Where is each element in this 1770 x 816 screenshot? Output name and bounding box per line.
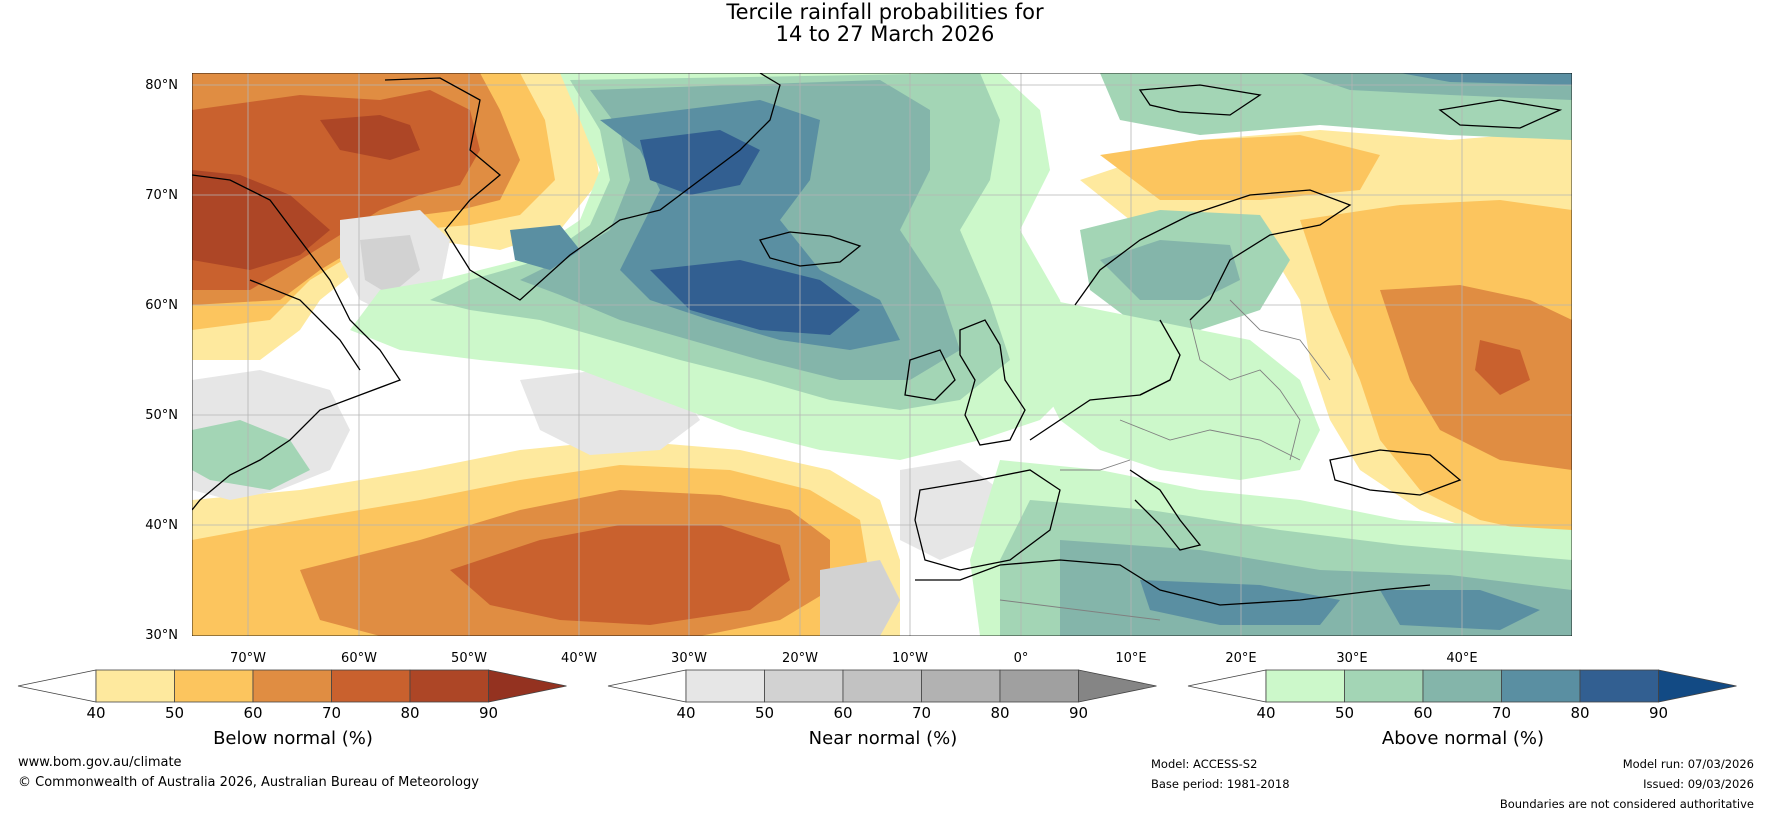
north-africa-coast [915, 559, 1431, 606]
colorbar-segment [252, 669, 332, 703]
colorbar-extend-low [1187, 669, 1267, 703]
lon-label: 10°W [892, 651, 928, 666]
lon-label: 0° [1014, 651, 1029, 666]
colorbar-tick-label: 80 [990, 704, 1009, 722]
colorbar-extend-low [607, 669, 687, 703]
colorbar-extend-high [488, 669, 567, 703]
lon-label: 70°W [230, 651, 266, 666]
lat-label: 70°N [145, 188, 178, 203]
colorbar-extend-low [17, 669, 97, 703]
lon-label: 20°E [1225, 651, 1256, 666]
copyright-text: © Commonwealth of Australia 2026, Austra… [18, 775, 479, 790]
scandinavia-coast [1074, 189, 1352, 321]
longitude-labels: 70°W 60°W 50°W 40°W 30°W 20°W 10°W 0° 10… [230, 651, 1478, 666]
above-normal-colorbar: 40 50 60 70 80 90 [1187, 669, 1737, 722]
colorbar-segment [999, 669, 1079, 703]
colorbar-tick-label: 40 [86, 704, 105, 722]
italy-coast [1129, 469, 1202, 551]
below-normal-colorbar: 40 50 60 70 80 90 [17, 669, 567, 722]
probability-field [192, 73, 1572, 636]
colorbar-extend-high [1078, 669, 1157, 703]
below-normal-label: Below normal (%) [213, 728, 373, 749]
colorbar-segment [95, 669, 175, 703]
colorbar-segment [1344, 669, 1424, 703]
map-title-line2: 14 to 27 March 2026 [775, 22, 995, 46]
lat-label: 50°N [145, 408, 178, 423]
colorbars: 40 50 60 70 80 90 40 50 60 70 80 90 40 50 60 70 80 90 [17, 669, 1737, 722]
europe-coast [1029, 379, 1171, 441]
colorbar-tick-label: 70 [1492, 704, 1511, 722]
latitude-labels: 80°N 70°N 60°N 50°N 40°N 30°N [145, 78, 178, 643]
model-run-text: Model run: 07/03/2026 [1622, 757, 1754, 771]
lat-label: 40°N [145, 518, 178, 533]
issued-text: Issued: 09/03/2026 [1643, 777, 1754, 791]
colorbar-tick-label: 70 [912, 704, 931, 722]
site-link[interactable]: www.bom.gov.au/climate [18, 755, 182, 770]
colorbar-segment [1265, 669, 1345, 703]
lon-label: 60°W [341, 651, 377, 666]
colorbar-segment [409, 669, 489, 703]
colorbar-tick-label: 90 [1069, 704, 1088, 722]
lon-label: 30°E [1336, 651, 1367, 666]
near-normal-colorbar: 40 50 60 70 80 90 [607, 669, 1157, 722]
lon-label: 40°W [561, 651, 597, 666]
colorbar-tick-label: 60 [243, 704, 262, 722]
graticule [192, 73, 1572, 636]
colorbar-tick-label: 50 [1335, 704, 1354, 722]
lat-label: 80°N [145, 78, 178, 93]
colorbar-segment [842, 669, 922, 703]
colorbar-tick-label: 70 [322, 704, 341, 722]
colorbar-extend-high [1658, 669, 1737, 703]
colorbar-tick-label: 40 [1256, 704, 1275, 722]
colorbar-tick-label: 40 [676, 704, 695, 722]
colorbar-tick-label: 50 [165, 704, 184, 722]
colorbar-tick-label: 90 [1649, 704, 1668, 722]
colorbar-tick-label: 60 [833, 704, 852, 722]
british-isles-coast [959, 319, 1026, 446]
base-period-text: Base period: 1981-2018 [1151, 777, 1290, 791]
colorbar-segment [1422, 669, 1502, 703]
model-text: Model: ACCESS-S2 [1151, 757, 1258, 771]
colorbar-segment [174, 669, 254, 703]
lat-label: 60°N [145, 298, 178, 313]
map-title-line1: Tercile rainfall probabilities for [726, 0, 1044, 24]
lon-label: 10°E [1115, 651, 1146, 666]
disclaimer-text: Boundaries are not considered authoritat… [1499, 797, 1754, 811]
above-normal-label: Above normal (%) [1381, 728, 1545, 749]
lon-label: 50°W [451, 651, 487, 666]
iberia-coast [914, 469, 1061, 571]
colorbar-segment [1501, 669, 1581, 703]
coastlines [192, 73, 1563, 606]
lon-label: 20°W [782, 651, 818, 666]
colorbar-segment [331, 669, 411, 703]
country-borders [999, 299, 1331, 621]
arctic-islands-coast [1138, 84, 1262, 116]
black-sea-coast [1329, 449, 1462, 496]
greenland-coast [384, 73, 781, 301]
near-normal-label: Near normal (%) [808, 728, 958, 749]
above-normal-region-europe [1040, 300, 1320, 480]
colorbar-tick-label: 50 [755, 704, 774, 722]
colorbar-segment [764, 669, 844, 703]
colorbar-segment [685, 669, 765, 703]
colorbar-tick-label: 90 [479, 704, 498, 722]
colorbar-segment [1579, 669, 1659, 703]
lon-label: 40°E [1446, 651, 1477, 666]
lon-label: 30°W [671, 651, 707, 666]
colorbar-segment [921, 669, 1001, 703]
iceland-coast [759, 231, 862, 267]
lat-label: 30°N [145, 628, 178, 643]
colorbar-tick-label: 60 [1413, 704, 1432, 722]
colorbar-tick-label: 80 [400, 704, 419, 722]
colorbar-tick-label: 80 [1570, 704, 1589, 722]
north-america-coast [192, 174, 401, 511]
